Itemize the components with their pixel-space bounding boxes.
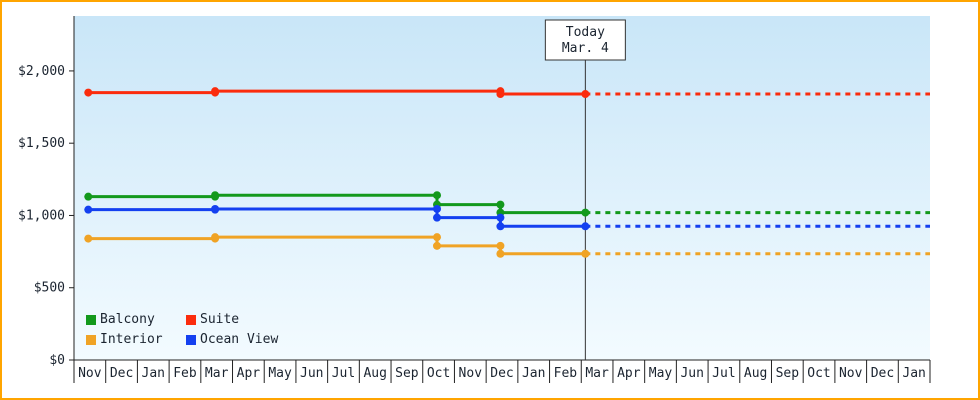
svg-text:$2,000: $2,000 (18, 64, 65, 79)
svg-text:Jun: Jun (680, 366, 703, 381)
plot-area (74, 16, 930, 360)
x-axis-months: Nov Dec Jan Feb Mar Apr May Jun Jul Aug Sep Oct Nov D… (73, 360, 931, 383)
svg-text:Mar: Mar (205, 366, 229, 381)
svg-text:Mar: Mar (585, 366, 609, 381)
legend-item-balcony: Balcony (86, 312, 186, 327)
svg-text:$1,500: $1,500 (18, 136, 65, 151)
svg-text:Today: Today (566, 25, 605, 40)
series-ocean-view (84, 204, 930, 231)
svg-text:$0: $0 (49, 353, 65, 368)
svg-text:Mar. 4: Mar. 4 (562, 41, 609, 56)
suite-swatch-icon (186, 314, 196, 325)
legend-item-ocean-view: Ocean View (186, 332, 278, 347)
legend-label-ocean-view: Ocean View (200, 332, 279, 347)
y-axis-ticks: $0 $500 $1,000 $1,500 $2,000 (18, 64, 74, 368)
legend: Balcony Suite Interior Ocean View (86, 312, 278, 347)
svg-text:Apr: Apr (237, 366, 261, 381)
svg-text:$500: $500 (34, 281, 65, 296)
svg-text:Apr: Apr (617, 366, 641, 381)
svg-text:Feb: Feb (554, 366, 578, 381)
svg-text:May: May (649, 366, 673, 381)
svg-text:May: May (268, 366, 292, 381)
svg-text:Dec: Dec (110, 366, 133, 381)
svg-text:Dec: Dec (871, 366, 894, 381)
legend-item-suite: Suite (186, 312, 278, 327)
svg-text:Nov: Nov (459, 366, 483, 381)
series-interior (84, 233, 930, 258)
svg-text:Aug: Aug (363, 366, 386, 381)
svg-text:Sep: Sep (776, 366, 800, 381)
svg-text:Nov: Nov (839, 366, 863, 381)
ocean-view-swatch-icon (186, 334, 196, 345)
svg-text:Jan: Jan (522, 366, 545, 381)
svg-text:Jan: Jan (142, 366, 165, 381)
svg-text:Oct: Oct (427, 366, 450, 381)
svg-text:Oct: Oct (807, 366, 830, 381)
svg-text:Jul: Jul (332, 366, 355, 381)
svg-text:Jul: Jul (712, 366, 735, 381)
legend-label-balcony: Balcony (100, 312, 155, 327)
svg-text:Jun: Jun (300, 366, 323, 381)
axes (73, 16, 930, 361)
svg-text:Jan: Jan (902, 366, 925, 381)
interior-swatch-icon (86, 334, 96, 345)
balcony-swatch-icon (86, 314, 96, 325)
svg-text:Aug: Aug (744, 366, 767, 381)
series-suite (84, 87, 930, 99)
legend-label-interior: Interior (100, 332, 163, 347)
series-balcony (84, 191, 930, 217)
svg-text:Sep: Sep (395, 366, 419, 381)
svg-text:Feb: Feb (173, 366, 197, 381)
legend-label-suite: Suite (200, 312, 240, 327)
svg-text:Nov: Nov (78, 366, 102, 381)
legend-item-interior: Interior (86, 332, 186, 347)
svg-text:$1,000: $1,000 (18, 208, 65, 223)
svg-text:Dec: Dec (490, 366, 513, 381)
